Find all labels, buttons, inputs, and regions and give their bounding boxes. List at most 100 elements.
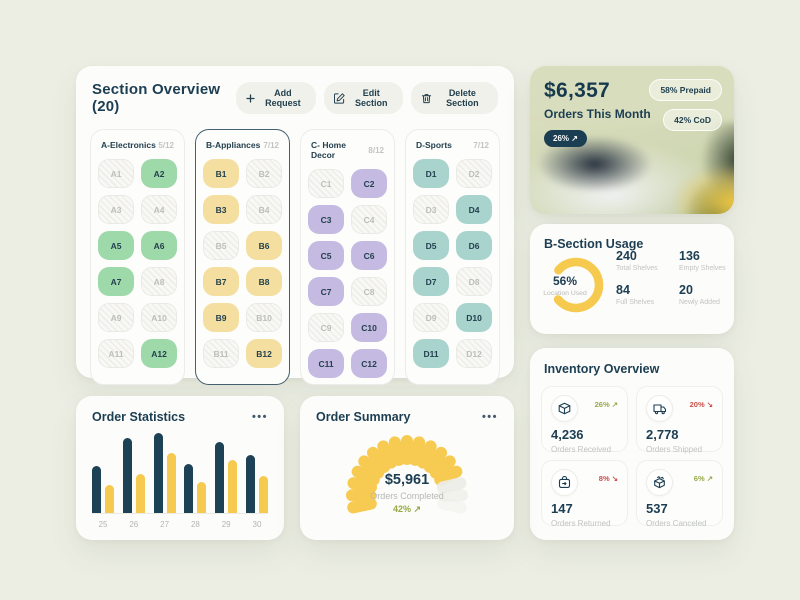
shelf-cell-C6[interactable]: C6: [351, 241, 387, 270]
section-column-C[interactable]: C- Home Decor 8/12 C1 C2 C3 C4 C5 C6 C7 C8 C9 C10 C1…: [300, 129, 395, 385]
inventory-card-package[interactable]: 26% ↗ 4,236 Orders Received: [541, 386, 628, 454]
shelf-cell-A7[interactable]: A7: [98, 267, 134, 296]
shelf-cell-A4[interactable]: A4: [141, 195, 177, 224]
shelf-cell-B2[interactable]: B2: [246, 159, 282, 188]
shelf-cell-D1[interactable]: D1: [413, 159, 449, 188]
shelf-cell-D2[interactable]: D2: [456, 159, 492, 188]
shelf-cell-D9[interactable]: D9: [413, 303, 449, 332]
inventory-label: Orders Shipped: [646, 445, 703, 454]
stat-label: Full Shelves: [616, 299, 655, 306]
shelf-cell-D7[interactable]: D7: [413, 267, 449, 296]
trash-icon: [421, 93, 432, 104]
section-column-A[interactable]: A-Electronics 5/12 A1 A2 A3 A4 A5 A6 A7 A8 A9 A10 A1…: [90, 129, 185, 385]
shelf-cell-B9[interactable]: B9: [203, 303, 239, 332]
shelf-cell-A1[interactable]: A1: [98, 159, 134, 188]
shelf-cell-B12[interactable]: B12: [246, 339, 282, 368]
more-menu-icon[interactable]: •••: [481, 411, 498, 423]
order-statistics-panel: Order Statistics ••• 25 26 27 28 29 30: [76, 396, 284, 540]
shelf-cell-B1[interactable]: B1: [203, 159, 239, 188]
shelf-cell-C7[interactable]: C7: [308, 277, 344, 306]
shelf-cell-A11[interactable]: A11: [98, 339, 134, 368]
shelf-cell-D11[interactable]: D11: [413, 339, 449, 368]
edit-section-button[interactable]: Edit Section: [323, 82, 403, 114]
x-axis-label: 27: [160, 520, 170, 529]
order-summary-panel: Order Summary ••• $5,961 Orders Complete…: [300, 396, 514, 540]
shelf-cell-D5[interactable]: D5: [413, 231, 449, 260]
bar-primary: [215, 442, 225, 513]
inventory-value: 147: [551, 501, 573, 516]
shelf-cell-A2[interactable]: A2: [141, 159, 177, 188]
shelf-cell-A9[interactable]: A9: [98, 303, 134, 332]
shelf-cell-A6[interactable]: A6: [141, 231, 177, 260]
shelf-cell-B3[interactable]: B3: [203, 195, 239, 224]
section-overview-panel: Section Overview (20) Add Request Edit S…: [76, 66, 514, 385]
shelf-cell-D8[interactable]: D8: [456, 267, 492, 296]
delete-section-button[interactable]: Delete Section: [410, 82, 498, 114]
shelf-cell-C8[interactable]: C8: [351, 277, 387, 306]
bar-primary: [122, 438, 132, 513]
shelf-cell-A5[interactable]: A5: [98, 231, 134, 260]
shelf-cell-C9[interactable]: C9: [308, 313, 344, 342]
stat-value: 84: [616, 283, 630, 297]
section-name: D-Sports: [416, 140, 452, 150]
shelf-cell-D12[interactable]: D12: [456, 339, 492, 368]
cells-grid: C1 C2 C3 C4 C5 C6 C7 C8 C9 C10 C11 C12: [308, 169, 387, 378]
shelf-cell-D4[interactable]: D4: [456, 195, 492, 224]
order-summary-title: Order Summary: [316, 410, 411, 424]
usage-percent: 56%: [552, 274, 578, 288]
gauge-trend: 42% ↗: [392, 504, 422, 514]
section-count: 8/12: [368, 145, 384, 155]
trend-badge: 6% ↗: [693, 474, 713, 483]
shelf-cell-C10[interactable]: C10: [351, 313, 387, 342]
bar-primary: [245, 455, 255, 513]
usage-donut-chart: [545, 254, 607, 316]
section-column-D[interactable]: D-Sports 7/12 D1 D2 D3 D4 D5 D6 D7 D8 D9 D10 D11 D12: [405, 129, 500, 385]
shelf-cell-D6[interactable]: D6: [456, 231, 492, 260]
bar-secondary: [166, 453, 176, 513]
x-axis-label: 28: [190, 520, 200, 529]
more-menu-icon[interactable]: •••: [251, 411, 268, 423]
shelf-cell-C1[interactable]: C1: [308, 169, 344, 198]
inventory-card-truck[interactable]: 20% ↘ 2,778 Orders Shipped: [636, 386, 723, 454]
inventory-card-cancel[interactable]: 6% ↗ 537 Orders Canceled: [636, 460, 723, 528]
shelf-cell-C3[interactable]: C3: [308, 205, 344, 234]
shelf-cell-A8[interactable]: A8: [141, 267, 177, 296]
shelf-cell-D10[interactable]: D10: [456, 303, 492, 332]
plus-icon: [246, 93, 255, 103]
sections-row: A-Electronics 5/12 A1 A2 A3 A4 A5 A6 A7 A8 A9 A10 A1…: [76, 121, 514, 385]
shelf-cell-B5[interactable]: B5: [203, 231, 239, 260]
cod-badge: 42% CoD: [663, 109, 722, 131]
bar-secondary: [197, 482, 207, 513]
shelf-cell-C2[interactable]: C2: [351, 169, 387, 198]
bar-secondary: [228, 460, 238, 513]
x-axis-label: 25: [98, 520, 108, 529]
trend-badge: 26% ↗: [594, 400, 618, 409]
shelf-cell-B4[interactable]: B4: [246, 195, 282, 224]
order-statistics-title: Order Statistics: [92, 410, 186, 424]
shelf-cell-B7[interactable]: B7: [203, 267, 239, 296]
shelf-cell-B6[interactable]: B6: [246, 231, 282, 260]
shelf-cell-C11[interactable]: C11: [308, 349, 344, 378]
shelf-cell-C4[interactable]: C4: [351, 205, 387, 234]
inventory-title: Inventory Overview: [544, 362, 660, 376]
package-icon: [551, 395, 578, 422]
shelf-cell-D3[interactable]: D3: [413, 195, 449, 224]
payment-badges: 58% Prepaid 42% CoD: [649, 79, 722, 131]
shelf-cell-B10[interactable]: B10: [246, 303, 282, 332]
inventory-card-return[interactable]: 8% ↘ 147 Orders Returned: [541, 460, 628, 528]
bar-group: [245, 431, 268, 513]
shelf-cell-C12[interactable]: C12: [351, 349, 387, 378]
section-column-B[interactable]: B-Appliances 7/12 B1 B2 B3 B4 B5 B6 B7 B8 B9 B10 B11…: [195, 129, 290, 385]
shelf-cell-B11[interactable]: B11: [203, 339, 239, 368]
bar-group: [153, 431, 176, 513]
prepaid-badge: 58% Prepaid: [649, 79, 722, 101]
shelf-cell-A10[interactable]: A10: [141, 303, 177, 332]
shelf-cell-C5[interactable]: C5: [308, 241, 344, 270]
shelf-cell-B8[interactable]: B8: [246, 267, 282, 296]
stat-label: Total Shelves: [616, 265, 658, 272]
stat-label: Empty Shelves: [679, 265, 726, 272]
add-request-button[interactable]: Add Request: [235, 82, 316, 114]
shelf-cell-A3[interactable]: A3: [98, 195, 134, 224]
shelf-cell-A12[interactable]: A12: [141, 339, 177, 368]
inventory-label: Orders Canceled: [646, 519, 707, 528]
